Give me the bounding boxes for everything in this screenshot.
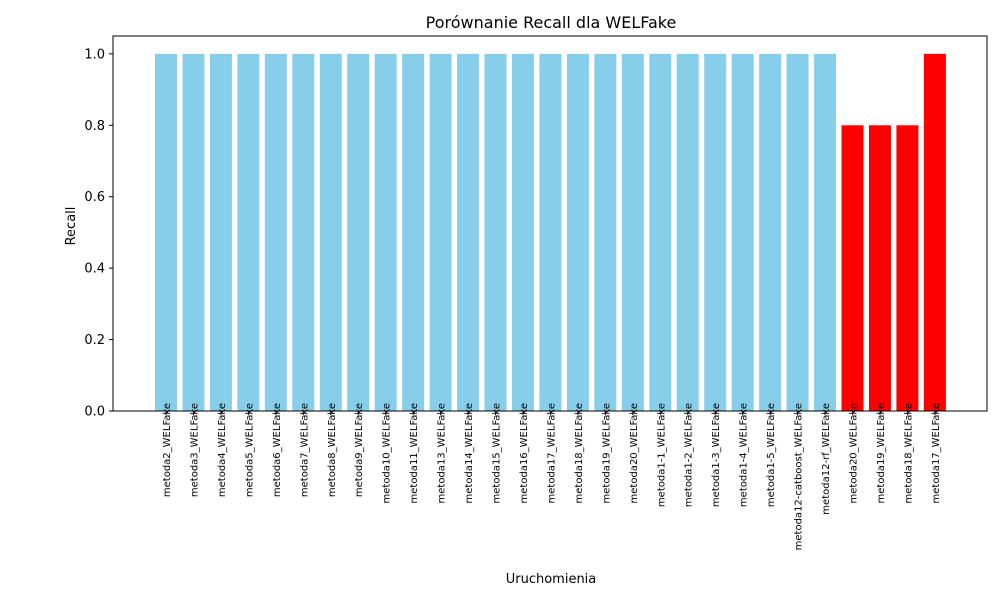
bar-12	[457, 53, 480, 412]
x-tick-label: metoda20_WELFake	[849, 403, 860, 503]
x-tick-label: metoda15_WELFake	[492, 403, 503, 503]
bar-10	[402, 53, 425, 412]
x-tick-label: metoda18_WELFake	[903, 403, 914, 503]
bar-24	[786, 53, 809, 412]
bar-18	[621, 53, 644, 412]
x-tick-label: metoda1-1_WELFake	[656, 403, 667, 507]
bar-29	[923, 53, 946, 412]
bar-4	[237, 53, 260, 412]
x-axis-ticks: metoda2_WELFake metoda3_WELFake metoda4_WE…	[162, 403, 942, 550]
x-tick-label: metoda10_WELFake	[382, 403, 393, 503]
bar-1	[155, 53, 177, 412]
bar-6	[292, 53, 315, 412]
x-tick-label: metoda16_WELFake	[519, 403, 530, 503]
x-tick-label: metoda12-catboost_WELFake	[794, 403, 805, 550]
x-tick-label: metoda5_WELFake	[244, 403, 255, 497]
y-tick-label: 0.4	[84, 262, 105, 277]
bar-3	[209, 53, 232, 412]
x-tick-label: metoda18_WELFake	[574, 403, 585, 503]
x-tick-label: metoda2_WELFake	[162, 403, 173, 497]
x-tick-label: metoda1-3_WELFake	[711, 403, 722, 507]
x-tick-label: metoda1-2_WELFake	[684, 403, 695, 507]
x-tick-label: metoda1-4_WELFake	[739, 403, 750, 507]
bar-8	[347, 53, 370, 412]
y-tick-label: 0.8	[84, 119, 105, 134]
x-tick-label: metoda3_WELFake	[189, 403, 200, 497]
x-tick-label: metoda4_WELFake	[217, 403, 228, 497]
x-tick-label: metoda1-5_WELFake	[766, 403, 777, 507]
bar-15	[539, 53, 562, 412]
bar-13	[484, 53, 507, 412]
x-tick-label: metoda7_WELFake	[299, 403, 310, 497]
bar-21	[704, 53, 727, 412]
x-tick-label: metoda13_WELFake	[437, 403, 448, 503]
bar-14	[511, 53, 534, 412]
y-tick-label: 0.0	[84, 405, 105, 420]
bar-23	[759, 53, 782, 412]
bar-16	[566, 53, 589, 412]
bar-20	[676, 53, 699, 412]
bar-28	[896, 125, 919, 411]
y-axis-ticks: 0.0 0.2 0.4 0.6 0.8 1.0	[84, 47, 113, 420]
x-tick-label: metoda12-rf_WELFake	[821, 403, 832, 515]
x-tick-label: metoda6_WELFake	[272, 403, 283, 497]
y-axis-label: Recall	[64, 207, 79, 246]
bar-25	[814, 53, 837, 412]
bar-27	[868, 125, 891, 411]
x-tick-label: metoda17_WELFake	[546, 403, 557, 503]
bar-22	[731, 53, 754, 412]
x-tick-label: metoda8_WELFake	[327, 403, 338, 497]
x-tick-label: metoda14_WELFake	[464, 403, 475, 503]
bar-19	[649, 53, 672, 412]
x-tick-label: metoda20_WELFake	[629, 403, 640, 503]
bar-11	[429, 53, 452, 412]
x-tick-label: metoda19_WELFake	[876, 403, 887, 503]
bar-17	[594, 53, 617, 412]
x-tick-label: metoda17_WELFake	[931, 403, 942, 503]
bar-26	[841, 125, 864, 411]
x-tick-label: metoda19_WELFake	[601, 403, 612, 503]
bar-9	[374, 53, 397, 412]
bar-7	[319, 53, 342, 412]
x-axis-label: Uruchomienia	[506, 572, 597, 587]
bar-5	[264, 53, 287, 412]
y-tick-label: 1.0	[84, 47, 105, 62]
plot-frame	[112, 35, 988, 412]
x-tick-label: metoda11_WELFake	[409, 403, 420, 503]
y-tick-label: 0.2	[84, 333, 105, 348]
bar-2	[182, 53, 205, 412]
y-tick-label: 0.6	[84, 190, 105, 205]
chart-title: Porównanie Recall dla WELFake	[426, 13, 677, 32]
bars-group	[155, 53, 946, 412]
x-tick-label: metoda9_WELFake	[354, 403, 365, 497]
